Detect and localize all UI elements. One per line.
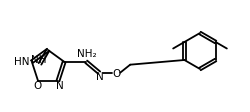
Text: O: O (33, 80, 41, 90)
Text: N: N (96, 71, 104, 81)
Text: NH₂: NH₂ (77, 48, 96, 58)
Text: HN: HN (14, 57, 30, 67)
Text: NH: NH (31, 54, 46, 64)
Text: O: O (112, 68, 120, 78)
Text: N: N (56, 80, 64, 90)
